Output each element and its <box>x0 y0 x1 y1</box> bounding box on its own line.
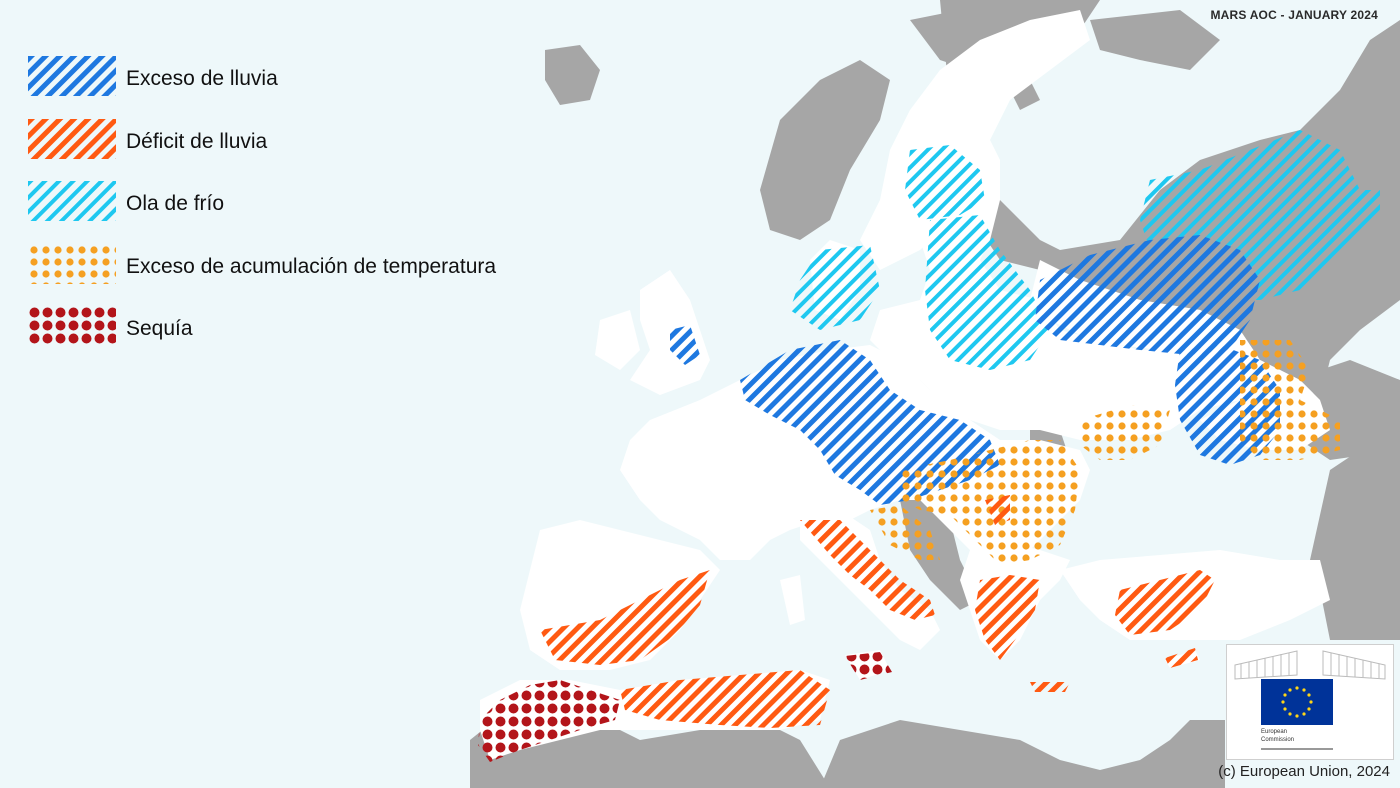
legend: Exceso de lluvia Déficit de lluvia Ola d… <box>28 56 496 369</box>
legend-item-exceso-temperatura: Exceso de acumulación de temperatura <box>28 243 497 284</box>
legend-item-deficit-lluvia: Déficit de lluvia <box>28 118 496 159</box>
overlay-drought <box>478 652 892 762</box>
eu-stars-icon <box>1281 686 1313 718</box>
swatch-sequia <box>28 306 116 346</box>
legend-item-sequia: Sequía <box>28 306 496 346</box>
copyright: (c) European Union, 2024 <box>1218 763 1390 780</box>
ec-logo-line2: Commission <box>1261 737 1295 743</box>
swatch-exceso-lluvia <box>28 56 116 96</box>
swatch-exceso-temperatura <box>28 243 116 284</box>
legend-label: Sequía <box>126 317 193 340</box>
overlay-cold <box>790 130 1380 370</box>
legend-label: Déficit de lluvia <box>126 129 268 153</box>
swatch-deficit-lluvia <box>28 118 116 159</box>
european-commission-logo: European Commission <box>1226 644 1394 760</box>
legend-label: Ola de frío <box>126 192 225 215</box>
ec-building-icon <box>1234 650 1386 750</box>
legend-label: Exceso de lluvia <box>126 67 278 90</box>
swatch-ola-frio <box>28 181 116 221</box>
legend-item-exceso-lluvia: Exceso de lluvia <box>28 56 496 96</box>
eu-flag <box>1261 679 1333 725</box>
map-title: MARS AOC - JANUARY 2024 <box>1210 8 1378 22</box>
legend-label: Exceso de acumulación de temperatura <box>126 254 497 278</box>
overlay-deficit <box>540 495 1215 728</box>
legend-item-ola-frio: Ola de frío <box>28 181 496 221</box>
ec-logo-line1: European <box>1261 729 1288 735</box>
